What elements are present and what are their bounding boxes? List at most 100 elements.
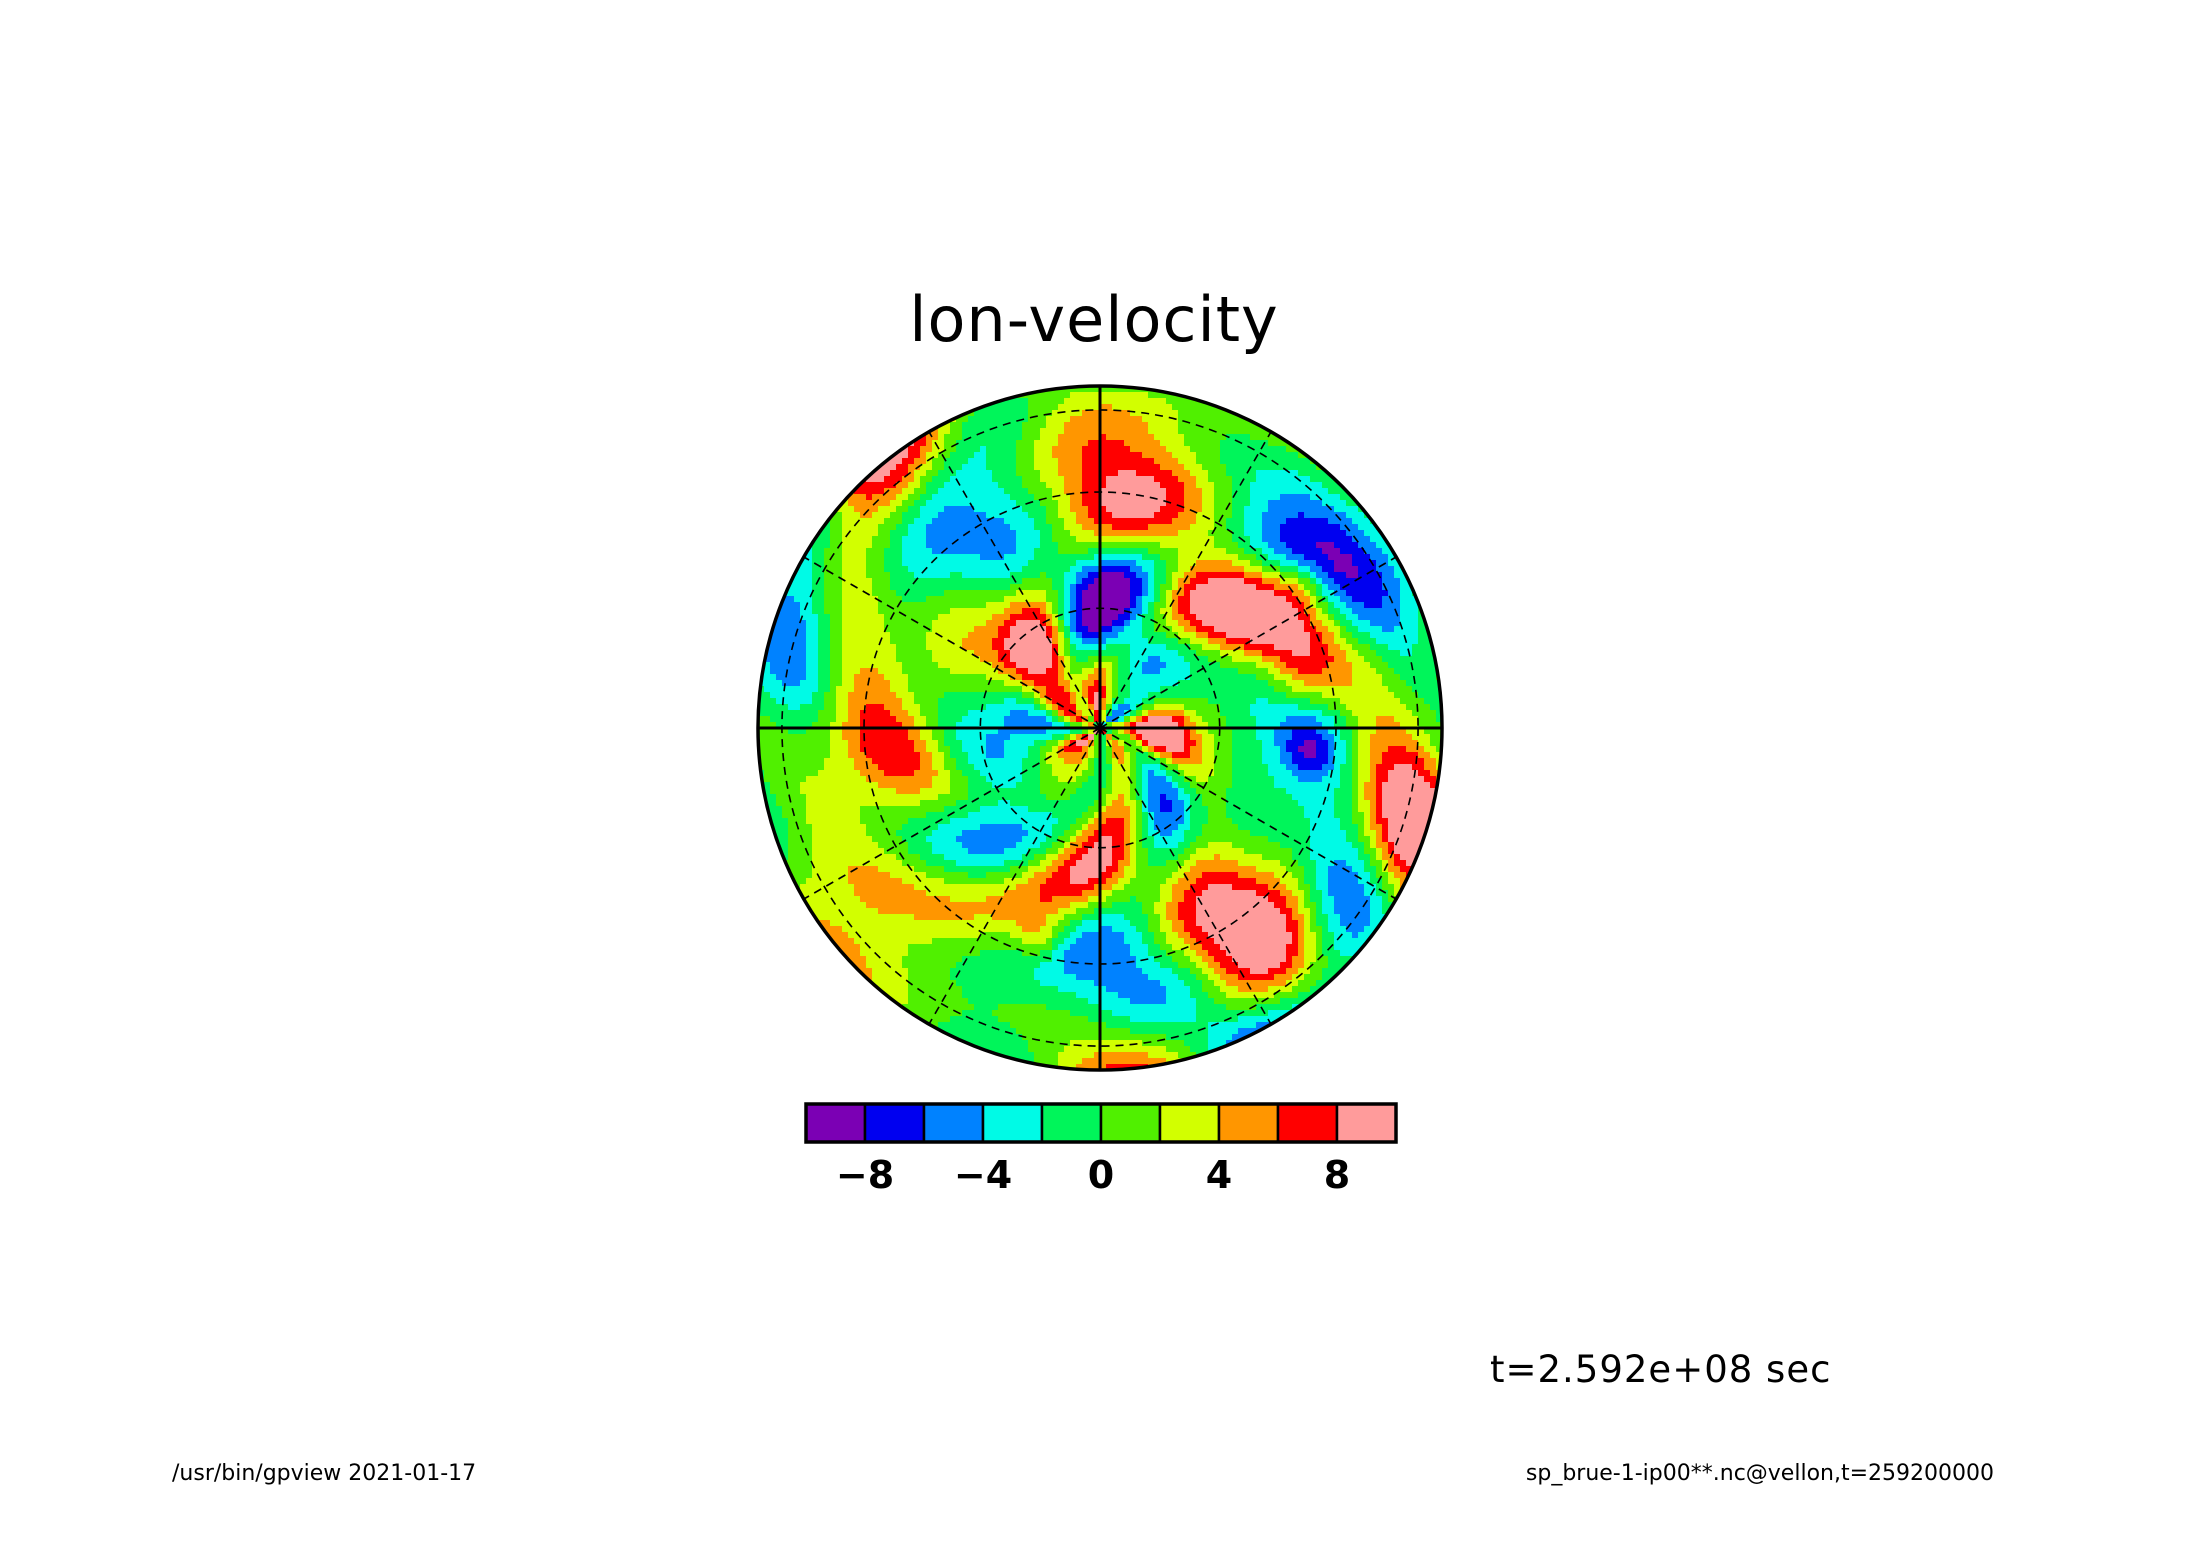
- field-cell: [980, 602, 987, 609]
- field-cell: [890, 482, 897, 489]
- field-cell: [932, 650, 939, 657]
- field-cell: [914, 626, 921, 633]
- field-cell: [1352, 698, 1359, 705]
- field-cell: [1208, 464, 1215, 471]
- field-cell: [1148, 518, 1155, 525]
- field-cell: [992, 692, 999, 699]
- field-cell: [920, 680, 927, 687]
- field-cell: [1118, 404, 1125, 411]
- field-cell: [1142, 554, 1149, 561]
- field-cell: [1232, 476, 1239, 483]
- field-cell: [968, 488, 975, 495]
- field-cell: [884, 494, 891, 501]
- field-cell: [1076, 548, 1083, 555]
- field-cell: [1256, 476, 1263, 483]
- field-cell: [824, 692, 831, 699]
- field-cell: [1412, 632, 1419, 639]
- field-cell: [1184, 488, 1191, 495]
- field-cell: [1172, 506, 1179, 513]
- field-cell: [944, 632, 951, 639]
- field-cell: [1232, 446, 1239, 453]
- field-cell: [1148, 458, 1155, 465]
- field-cell: [1094, 644, 1101, 651]
- field-cell: [1028, 668, 1035, 675]
- field-cell: [896, 638, 903, 645]
- field-cell: [830, 554, 837, 561]
- field-cell: [962, 680, 969, 687]
- field-cell: [1316, 662, 1323, 669]
- field-cell: [1028, 416, 1035, 423]
- field-cell: [1328, 620, 1335, 627]
- field-cell: [1076, 692, 1083, 699]
- field-cell: [1280, 512, 1287, 519]
- field-cell: [794, 590, 801, 597]
- field-cell: [938, 692, 945, 699]
- field-cell: [1334, 644, 1341, 651]
- field-cell: [1058, 662, 1065, 669]
- field-cell: [1142, 470, 1149, 477]
- field-cell: [1184, 554, 1191, 561]
- field-cell: [896, 536, 903, 543]
- field-cell: [914, 476, 921, 483]
- field-cell: [944, 626, 951, 633]
- field-cell: [920, 458, 927, 465]
- field-cell: [1052, 440, 1059, 447]
- field-cell: [1040, 584, 1047, 591]
- field-cell: [836, 560, 843, 567]
- field-cell: [1088, 410, 1095, 417]
- field-cell: [824, 572, 831, 579]
- field-cell: [992, 590, 999, 597]
- field-cell: [1154, 392, 1161, 399]
- field-cell: [1022, 626, 1029, 633]
- field-cell: [1292, 626, 1299, 633]
- field-cell: [1412, 674, 1419, 681]
- field-cell: [1088, 560, 1095, 567]
- field-cell: [1034, 638, 1041, 645]
- field-cell: [998, 542, 1005, 549]
- field-cell: [1112, 560, 1119, 567]
- field-cell: [920, 686, 927, 693]
- field-cell: [1148, 554, 1155, 561]
- field-cell: [1340, 560, 1347, 567]
- field-cell: [1262, 626, 1269, 633]
- field-cell: [1358, 530, 1365, 537]
- field-cell: [782, 650, 789, 657]
- field-cell: [1130, 626, 1137, 633]
- field-cell: [1004, 644, 1011, 651]
- field-cell: [1160, 674, 1167, 681]
- field-cell: [1250, 506, 1257, 513]
- field-cell: [1166, 446, 1173, 453]
- field-cell: [1286, 524, 1293, 531]
- field-cell: [1364, 536, 1371, 543]
- field-cell: [1058, 434, 1065, 441]
- field-cell: [890, 620, 897, 627]
- field-cell: [1262, 650, 1269, 657]
- field-cell: [1298, 596, 1305, 603]
- field-cell: [1220, 626, 1227, 633]
- field-cell: [1250, 662, 1257, 669]
- field-cell: [968, 590, 975, 597]
- field-cell: [1346, 680, 1353, 687]
- field-cell: [1184, 518, 1191, 525]
- field-cell: [1094, 656, 1101, 663]
- field-cell: [1148, 668, 1155, 675]
- field-cell: [902, 476, 909, 483]
- field-cell: [1070, 386, 1077, 393]
- field-cell: [1082, 434, 1089, 441]
- field-cell: [944, 662, 951, 669]
- field-cell: [956, 536, 963, 543]
- field-cell: [938, 680, 945, 687]
- field-cell: [986, 410, 993, 417]
- field-cell: [968, 464, 975, 471]
- field-cell: [896, 494, 903, 501]
- field-cell: [842, 638, 849, 645]
- field-cell: [800, 584, 807, 591]
- field-cell: [1178, 674, 1185, 681]
- field-cell: [1064, 494, 1071, 501]
- field-cell: [914, 458, 921, 465]
- field-cell: [1052, 596, 1059, 603]
- field-cell: [1172, 704, 1179, 711]
- field-cell: [962, 434, 969, 441]
- field-cell: [950, 506, 957, 513]
- field-cell: [1190, 518, 1197, 525]
